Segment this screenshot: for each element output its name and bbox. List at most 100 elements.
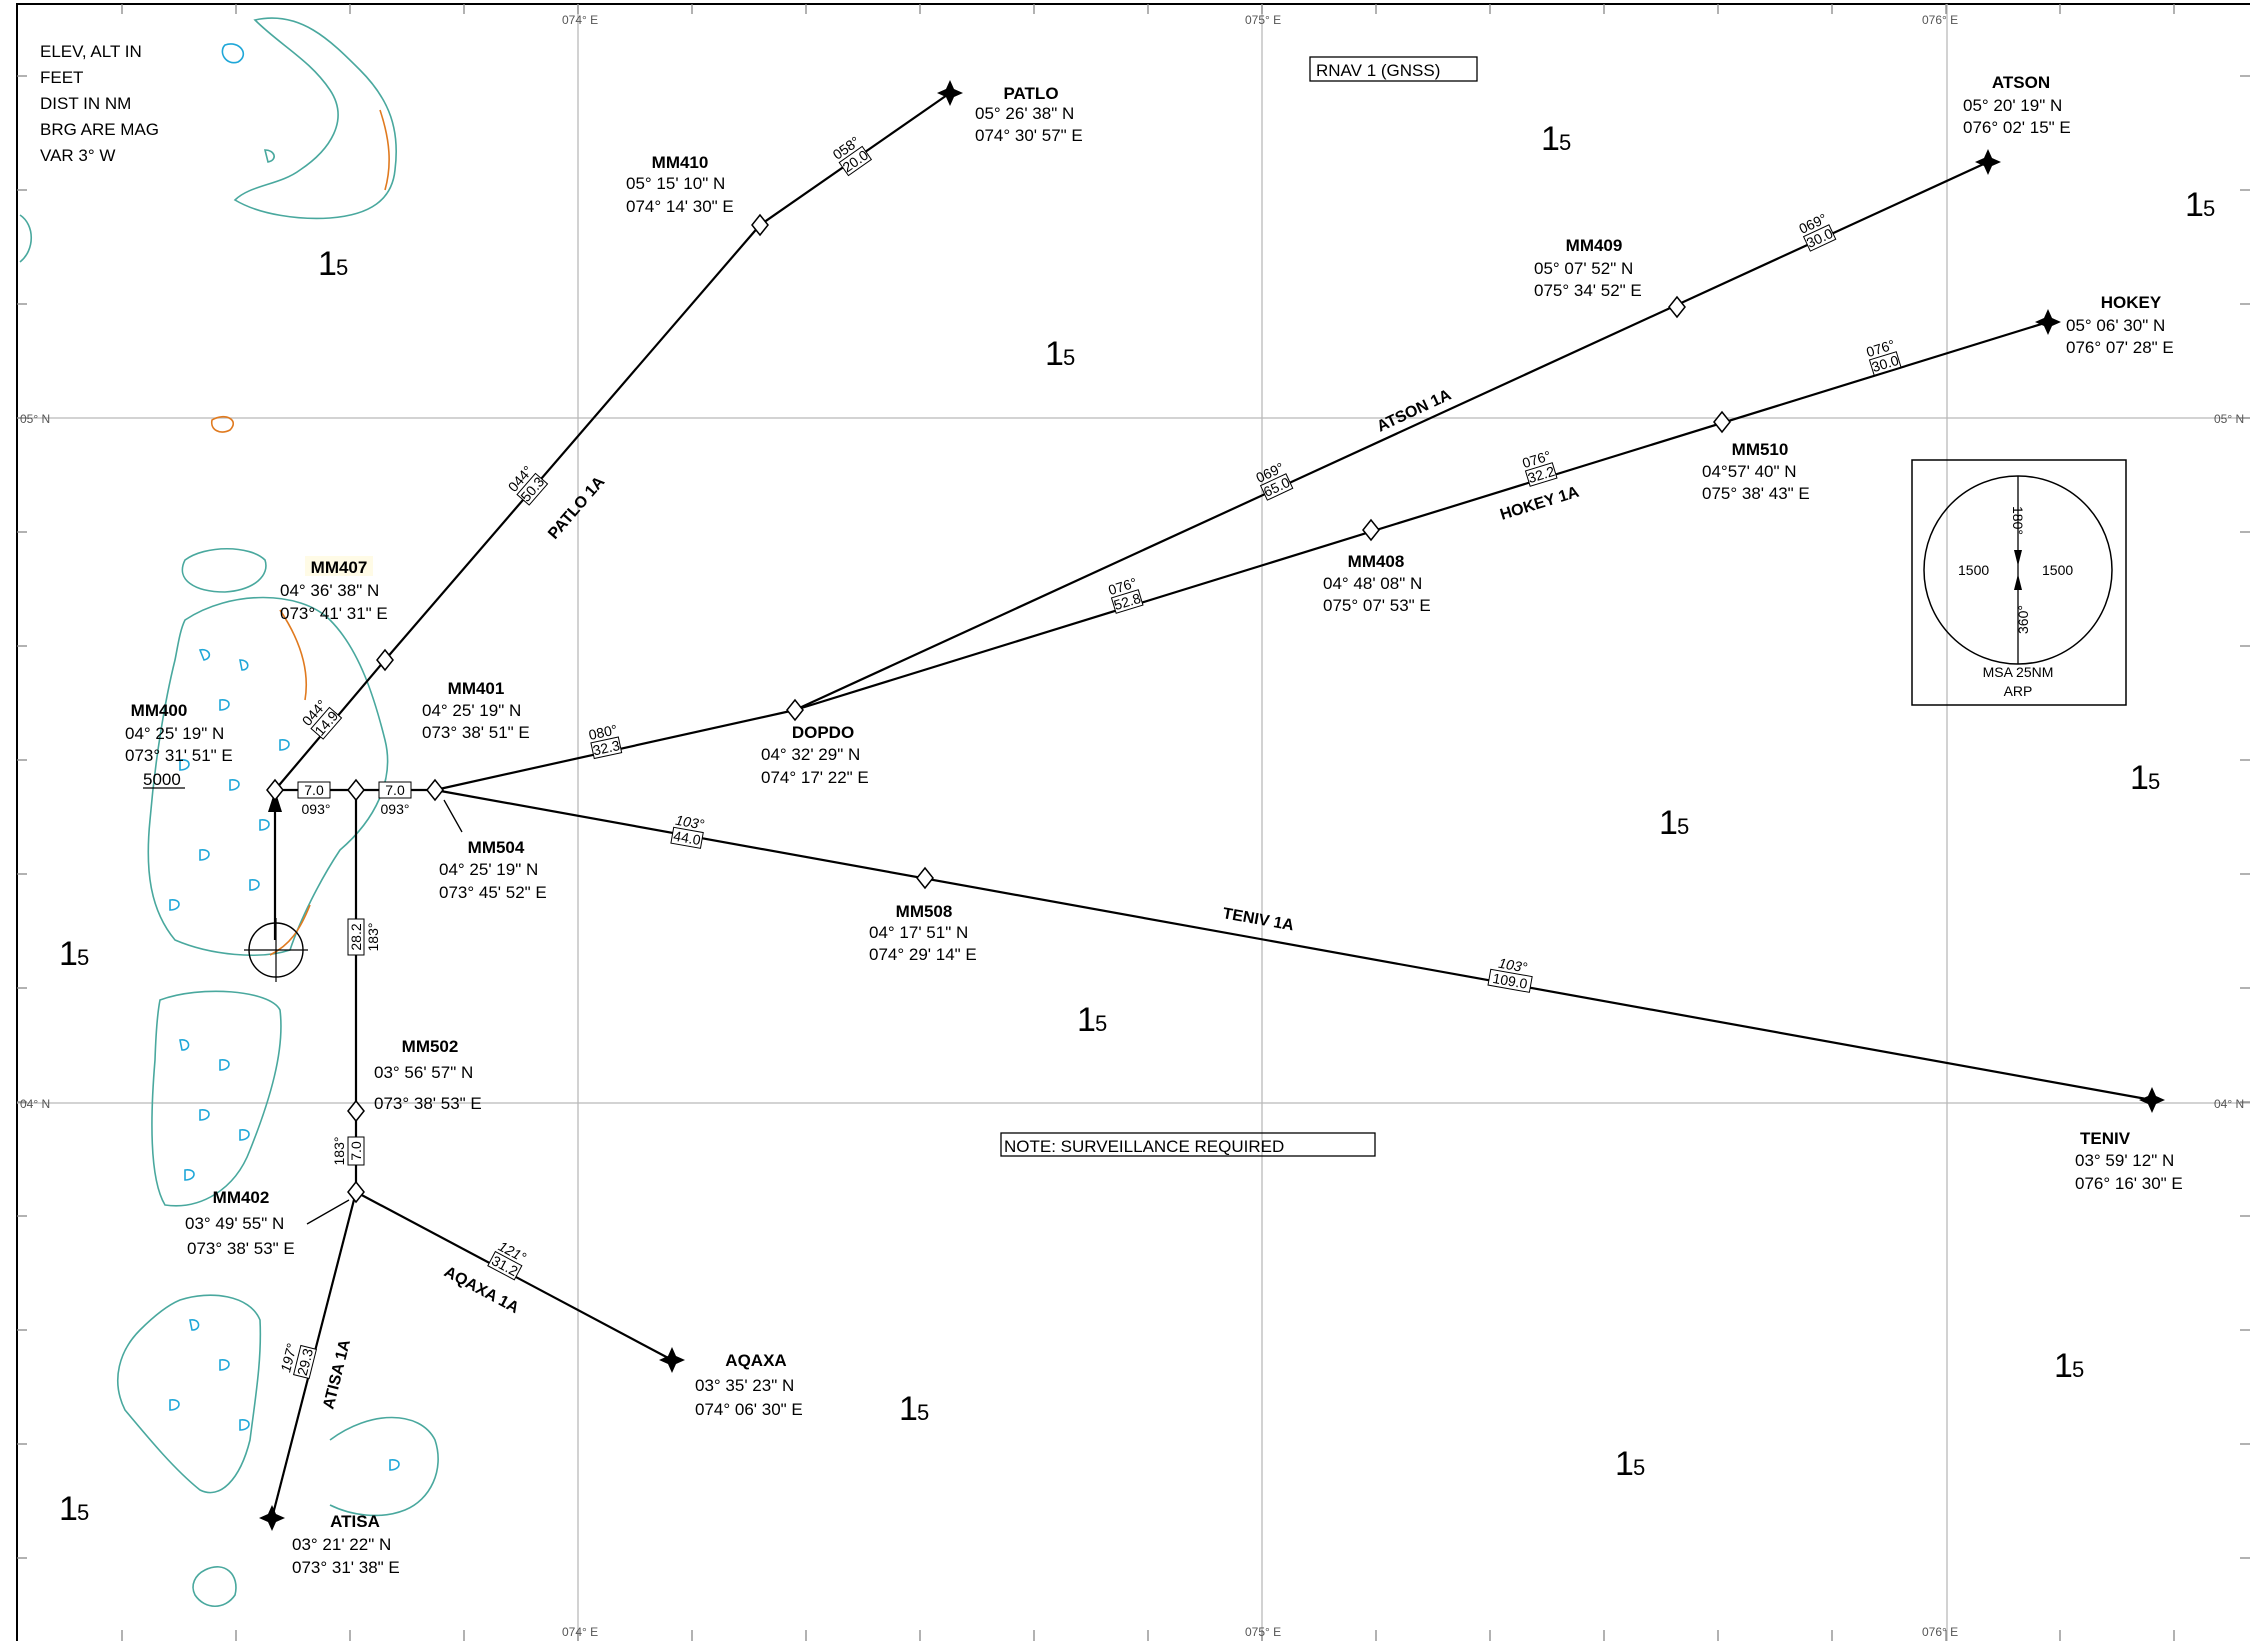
wp-atisa-lon: 073° 31' 38" E [292,1558,400,1577]
route-atson-1a: ATSON 1A [1375,386,1455,435]
leg-mm504-dopdo-bearing: 080° [587,721,619,743]
wp-mm510-lat: 04°57' 40" N [1702,462,1797,481]
wp-mm402-lon: 073° 38' 53" E [187,1239,295,1258]
waypoint-atson-symbol[interactable] [1975,149,2001,175]
wp-mm502-lat: 03° 56' 57" N [374,1063,473,1082]
leg-mm508-teniv-bearing: 103° [1497,955,1529,976]
svg-text:1: 1 [2054,1347,2073,1385]
leg-mm400-mm401-distance: 7.0 [304,782,324,798]
leg-mm504-mm508-distance: 44.0 [672,828,702,849]
svg-text:1: 1 [59,935,78,973]
wp-mm407-name: MM407 [311,558,368,577]
wp-mm407-lat: 04° 36' 38" N [280,581,379,600]
waypoint-mm504-symbol[interactable] [426,778,444,802]
waypoint-mm410-symbol[interactable] [751,213,769,237]
svg-text:1: 1 [59,1490,78,1528]
svg-text:5: 5 [1095,1011,1107,1036]
atoll-south-central [151,990,282,1207]
waypoint-mm408-symbol[interactable] [1362,518,1380,542]
wp-teniv-name: TENIV [2080,1129,2131,1148]
tick-marks [17,4,2250,1641]
leg-mm401-mm504-distance: 7.0 [385,782,405,798]
wp-patlo-lon: 074° 30' 57" E [975,126,1083,145]
svg-text:5: 5 [1559,130,1571,155]
wp-mm409-name: MM409 [1566,236,1623,255]
wp-mm508-lat: 04° 17' 51" N [869,923,968,942]
graticule [17,4,2250,1641]
wp-atson-lon: 076° 02' 15" E [1963,118,2071,137]
chart-frame [16,3,2250,1641]
waypoint-teniv-symbol[interactable] [2139,1087,2165,1113]
route-patlo-1a: PATLO 1A [545,473,608,542]
wp-dopdo-lon: 074° 17' 22" E [761,768,869,787]
legend-line-1: ELEV, ALT IN [40,42,142,61]
waypoint-mm407-symbol[interactable] [376,648,394,672]
wp-mm408-name: MM408 [1348,552,1405,571]
wp-aqaxa-lon: 074° 06' 30" E [695,1400,803,1419]
wp-mm502-name: MM502 [402,1037,459,1056]
msa-caption-2: ARP [2004,683,2033,699]
wp-hokey-lat: 05° 06' 30" N [2066,316,2165,335]
wp-hokey-lon: 076° 07' 28" E [2066,338,2174,357]
waypoint-mm502-symbol[interactable] [347,1099,365,1123]
msa-bearing-bottom: 360° [2015,605,2031,634]
waypoint-atisa-symbol[interactable] [259,1505,285,1531]
wp-mm504-lat: 04° 25' 19" N [439,860,538,879]
atoll-north [221,17,398,220]
leg-mm401-mm502-bearing: 183° [365,923,381,952]
waypoint-labels: PATLO 05° 26' 38" N 074° 30' 57" E MM410… [125,73,2183,1577]
lon-label-074-bottom: 074° E [562,1625,598,1639]
waypoint-mm510-symbol[interactable] [1713,410,1731,434]
wp-mm400-name: MM400 [131,701,188,720]
waypoint-mm401-symbol[interactable] [347,778,365,802]
surveillance-note: NOTE: SURVEILLANCE REQUIRED [1004,1137,1284,1156]
waypoint-hokey-symbol[interactable] [2035,309,2061,335]
svg-text:5: 5 [77,945,89,970]
waypoint-patlo-symbol[interactable] [937,80,963,106]
svg-text:5: 5 [1633,1455,1645,1480]
wp-mm408-lat: 04° 48' 08" N [1323,574,1422,593]
leg-mm504-dopdo-distance: 32.3 [591,737,621,758]
svg-text:1: 1 [1077,1001,1096,1039]
waypoint-mm400-symbol[interactable] [266,778,284,802]
waypoint-dopdo-symbol[interactable] [786,698,804,722]
wp-atson-name: ATSON [1992,73,2050,92]
lat-label-05-right: 05° N [2214,412,2244,426]
wp-teniv-lon: 076° 16' 30" E [2075,1174,2183,1193]
wp-mm402-lat: 03° 49' 55" N [185,1214,284,1233]
leg-mm400-mm401-bearing: 093° [302,801,331,817]
leg-mm502-mm402-bearing: 183° [331,1137,347,1166]
waypoint-mm508-symbol[interactable] [916,866,934,890]
msa-sector-east-alt: 1500 [2042,562,2073,578]
svg-text:5: 5 [77,1500,89,1525]
waypoint-mm409-symbol[interactable] [1668,295,1686,319]
svg-text:1: 1 [899,1390,918,1428]
waypoint-aqaxa-symbol[interactable] [659,1347,685,1373]
wp-mm400-lat: 04° 25' 19" N [125,724,224,743]
leg-mm402-atisa-bearing: 197° [277,1342,300,1374]
waypoint-mm402-symbol[interactable] [347,1180,365,1204]
wp-mm402-name: MM402 [213,1188,270,1207]
msa-caption-1: MSA 25NM [1983,664,2054,680]
leg-mm504-mm508-bearing: 103° [674,812,706,833]
wp-mm409-lon: 075° 34' 52" E [1534,281,1642,300]
terminal-waypoints [259,80,2165,1531]
wp-teniv-lat: 03° 59' 12" N [2075,1151,2174,1170]
wp-hokey-name: HOKEY [2101,293,2162,312]
svg-text:1: 1 [1541,120,1560,158]
lon-label-076-bottom: 076° E [1922,1625,1958,1639]
leg-mm402-atisa-distance: 29.3 [294,1347,316,1378]
svg-text:5: 5 [2203,196,2215,221]
svg-text:5: 5 [1063,345,1075,370]
leg-mm502-mm402-distance: 7.0 [348,1141,364,1161]
